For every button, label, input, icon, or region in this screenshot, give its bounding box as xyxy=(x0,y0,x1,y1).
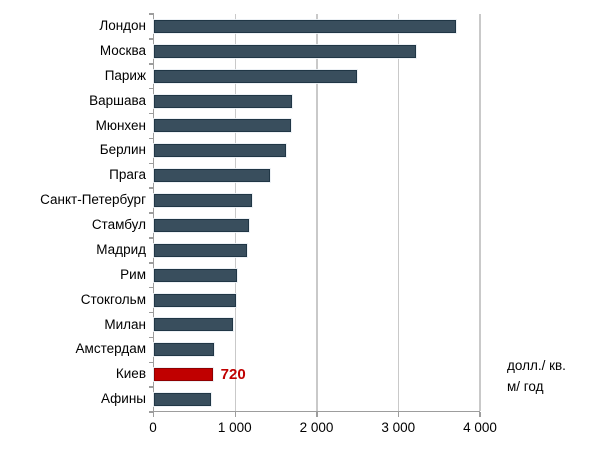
bar-row-10 xyxy=(154,263,480,288)
bar-row-11 xyxy=(154,288,480,313)
y-axis-tick xyxy=(149,38,154,40)
x-axis-tick xyxy=(152,412,154,417)
bar-Париж xyxy=(154,69,357,83)
bar-row-7 xyxy=(154,188,480,213)
bar-Стокгольм xyxy=(154,293,236,307)
category-label-6: Прага xyxy=(109,167,146,183)
bar-row-0 xyxy=(154,14,480,39)
category-label-0: Лондон xyxy=(99,18,146,33)
x-tick-label-0: 0 xyxy=(149,420,157,435)
bar-row-5 xyxy=(154,138,480,163)
axis-unit-label: долл./ кв. м/ год xyxy=(507,356,597,398)
y-axis-tick xyxy=(149,311,154,314)
y-axis-tick xyxy=(149,212,154,214)
x-tick-label-4000: 4 000 xyxy=(463,420,497,435)
category-label-10: Рим xyxy=(120,266,146,282)
highlight-value-label: 720 xyxy=(220,366,246,384)
y-axis-tick xyxy=(149,386,154,388)
category-label-4: Мюнхен xyxy=(95,117,146,133)
bar-Милан xyxy=(154,318,234,332)
y-axis-tick xyxy=(149,63,154,65)
bar-Берлин xyxy=(154,144,287,158)
bar-Лондон xyxy=(154,19,457,33)
highlighted-bar-Киев xyxy=(154,368,213,382)
bar-Мюнхен xyxy=(154,119,292,133)
bar-Стамбул xyxy=(154,218,250,232)
y-axis-tick xyxy=(149,286,154,289)
category-label-5: Берлин xyxy=(99,142,146,158)
x-tick-label-2000: 2 000 xyxy=(299,420,334,435)
bar-Мадрид xyxy=(154,243,247,257)
bar-Москва xyxy=(154,44,417,58)
bar-row-8 xyxy=(154,213,480,238)
bar-row-3 xyxy=(154,89,480,114)
bar-row-12 xyxy=(154,313,480,338)
x-axis-tick xyxy=(479,412,481,417)
category-labels: Лондон Москва Париж Варшава Мюнхен Берлин Праг… xyxy=(0,14,146,412)
bar-Рим xyxy=(154,268,238,282)
bar-row-6 xyxy=(154,163,480,188)
category-label-15: Афины xyxy=(101,391,146,407)
category-label-3: Варшава xyxy=(89,92,146,108)
x-axis-tick xyxy=(234,412,236,417)
bar-row-14: 720 xyxy=(154,362,480,387)
category-label-12: Милан xyxy=(104,316,146,332)
y-axis-tick xyxy=(149,361,154,363)
y-axis-tick xyxy=(149,237,154,239)
gridline-1000 xyxy=(234,14,236,411)
axis-unit-line-1: долл./ кв. xyxy=(507,358,566,373)
plot-area: 720 xyxy=(149,13,481,417)
category-label-1: Москва xyxy=(99,42,146,58)
category-label-9: Мадрид xyxy=(96,241,146,257)
bar-row-1 xyxy=(154,39,480,64)
y-axis-tick xyxy=(149,162,154,164)
bar-Амстердам xyxy=(154,343,215,357)
y-axis-tick xyxy=(149,87,154,90)
bar-row-13 xyxy=(154,337,480,362)
bar-Варшава xyxy=(154,94,293,108)
category-label-8: Стамбул xyxy=(91,217,146,232)
y-axis-tick xyxy=(149,112,154,115)
category-label-14: Киев xyxy=(115,366,146,382)
x-tick-label-1000: 1 000 xyxy=(217,420,252,435)
gridline-2000 xyxy=(316,14,318,411)
x-axis-tick xyxy=(397,412,399,417)
x-tick-label-3000: 3 000 xyxy=(381,420,416,435)
bar-Санкт-Петербург xyxy=(154,194,252,208)
y-axis-tick xyxy=(149,13,154,15)
bar-row-15 xyxy=(154,387,480,412)
gridline-3000 xyxy=(397,14,399,411)
gridline-4000 xyxy=(479,14,481,411)
category-label-2: Париж xyxy=(104,67,146,83)
category-label-13: Амстердам xyxy=(75,341,146,357)
y-axis-tick xyxy=(149,187,154,189)
y-axis-tick xyxy=(149,262,154,264)
bar-row-2 xyxy=(154,64,480,89)
category-label-7: Санкт-Петербург xyxy=(40,192,146,208)
bar-row-4 xyxy=(154,114,480,139)
bar-Афины xyxy=(154,393,212,407)
category-label-11: Стокгольм xyxy=(80,291,146,307)
y-axis-tick xyxy=(149,411,154,413)
x-axis-tick xyxy=(316,412,318,417)
y-axis-tick xyxy=(149,336,154,339)
y-axis-tick xyxy=(149,137,154,140)
x-axis-tick-labels: 0 1 000 2 000 3 000 4 000 xyxy=(149,420,497,440)
bar-Прага xyxy=(154,169,270,183)
axis-unit-line-2: м/ год xyxy=(507,378,544,394)
bar-row-9 xyxy=(154,238,480,263)
